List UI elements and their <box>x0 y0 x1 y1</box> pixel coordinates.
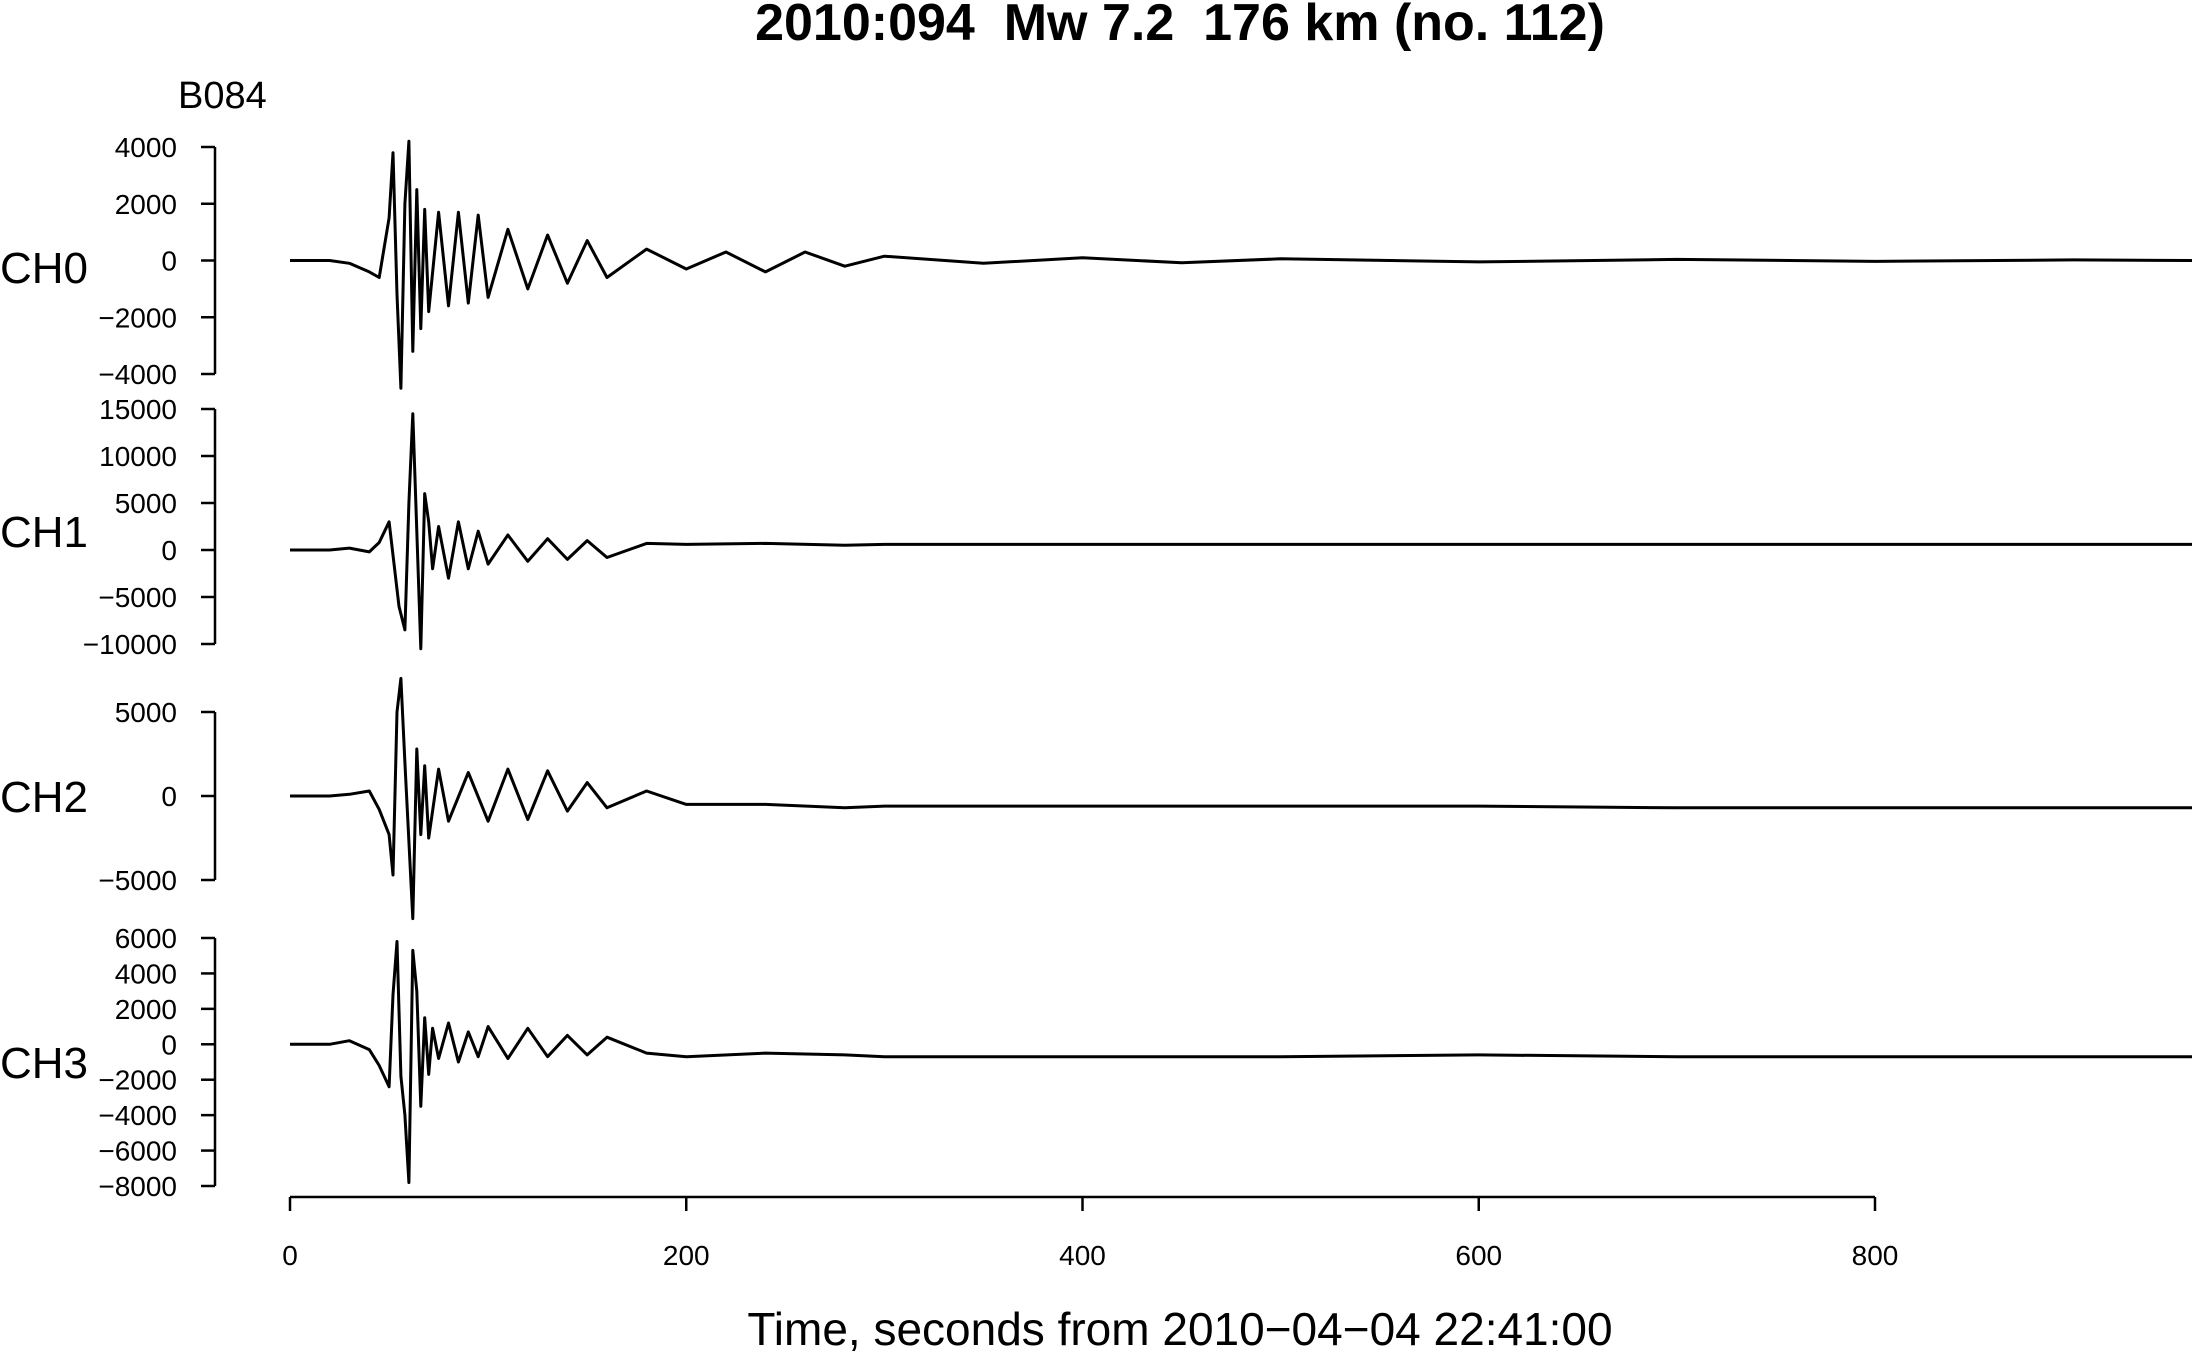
series-line-ch2 <box>290 676 2192 921</box>
y-tick-label: −4000 <box>98 1100 177 1131</box>
channel-label: CH2 <box>0 773 88 822</box>
series-line-ch1 <box>290 412 2192 651</box>
chart-title: 2010:094 Mw 7.2 176 km (no. 112) <box>755 0 1605 52</box>
y-tick-label: 4000 <box>115 132 177 163</box>
y-tick-label: 5000 <box>115 488 177 519</box>
y-tick-label: 0 <box>161 246 177 277</box>
channel-label: CH0 <box>0 244 88 293</box>
channel-label: CH3 <box>0 1039 88 1088</box>
y-tick-label: −5000 <box>98 582 177 613</box>
y-tick-label: 2000 <box>115 189 177 220</box>
y-tick-label: 0 <box>161 781 177 812</box>
channel-panels: −4000 −2000 0 2000 4000 CH0 −10000 −5000 0 5000 10… <box>0 132 2192 1202</box>
series-line-ch0 <box>290 139 2192 390</box>
x-tick-label: 200 <box>663 1240 710 1271</box>
y-tick-label: 4000 <box>115 958 177 989</box>
y-tick-label: 6000 <box>115 923 177 954</box>
series-line-ch3 <box>290 940 2192 1184</box>
y-tick-label: 10000 <box>99 441 177 472</box>
y-tick-label: −2000 <box>98 302 177 333</box>
y-tick-label: −8000 <box>98 1171 177 1202</box>
y-tick-label: −5000 <box>98 865 177 896</box>
y-tick-label: 0 <box>161 535 177 566</box>
y-tick-label: 15000 <box>99 394 177 425</box>
y-tick-label: −10000 <box>83 629 177 660</box>
x-axis: 0 200 400 600 800 <box>282 1195 1899 1271</box>
channel-label: CH1 <box>0 508 88 557</box>
x-tick-label: 0 <box>282 1240 298 1271</box>
y-tick-label: −6000 <box>98 1136 177 1167</box>
panel-ch0: −4000 −2000 0 2000 4000 CH0 <box>0 132 2192 390</box>
station-label: B084 <box>178 75 267 117</box>
x-axis-label: Time, seconds from 2010−04−04 22:41:00 <box>747 1303 1612 1355</box>
y-tick-label: −4000 <box>98 359 177 390</box>
y-tick-label: 5000 <box>115 697 177 728</box>
x-tick-label: 400 <box>1059 1240 1106 1271</box>
panel-ch2: −5000 0 5000 CH2 <box>0 676 2192 921</box>
panel-ch3: −8000 −6000 −4000 −2000 0 2000 4000 6000 CH3 <box>0 923 2192 1202</box>
y-tick-label: 0 <box>161 1029 177 1060</box>
x-tick-label: 600 <box>1455 1240 1502 1271</box>
y-tick-label: −2000 <box>98 1065 177 1096</box>
panel-ch1: −10000 −5000 0 5000 10000 15000 CH1 <box>0 394 2192 660</box>
y-tick-label: 2000 <box>115 994 177 1025</box>
x-tick-label: 800 <box>1852 1240 1899 1271</box>
